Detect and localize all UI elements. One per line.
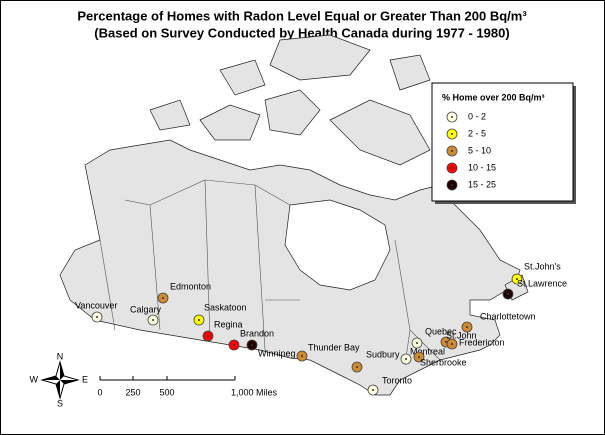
compass-w: W: [30, 374, 39, 384]
city-label: Sherbrooke: [420, 357, 467, 367]
legend-label: 15 - 25: [468, 179, 496, 189]
legend-label: 5 - 10: [468, 145, 491, 155]
marker-dot: [198, 319, 200, 321]
marker-dot: [418, 356, 420, 358]
city-label: Toronto: [382, 375, 412, 385]
marker-dot: [207, 335, 209, 337]
marker-dot: [162, 297, 164, 299]
marker-dot: [416, 342, 418, 344]
city-label: St.John's: [524, 261, 561, 271]
marker-dot: [451, 150, 453, 152]
city-label: St.Lawrence: [517, 278, 567, 288]
marker-dot: [405, 358, 407, 360]
marker-dot: [516, 278, 518, 280]
subtitle: (Based on Survey Conducted by Health Can…: [94, 25, 509, 40]
marker-dot: [451, 184, 453, 186]
marker-dot: [445, 341, 447, 343]
marker-dot: [466, 326, 468, 328]
city-label: Saskatoon: [204, 302, 247, 312]
city-label: Fredericton: [459, 337, 505, 347]
compass-e: E: [82, 374, 88, 384]
city-label: St.John: [446, 330, 477, 340]
city-label: Quebec: [425, 326, 457, 336]
city-label: Montreal: [410, 346, 445, 356]
scale-label: 0: [97, 387, 102, 397]
scale-label: 250: [125, 387, 140, 397]
city-label: Regina: [214, 319, 243, 329]
city-label: Charlottetown: [480, 311, 536, 321]
city-label: Vancouver: [75, 300, 117, 310]
marker-dot: [233, 344, 235, 346]
marker-dot: [152, 319, 154, 321]
legend: % Home over 200 Bq/m³: [431, 82, 576, 204]
marker-dot: [301, 355, 303, 357]
marker-dot: [451, 343, 453, 345]
compass-n: N: [57, 351, 64, 361]
city-label: Brandon: [240, 328, 274, 338]
compass-s: S: [57, 398, 63, 408]
legend-title: % Home over 200 Bq/m³: [442, 92, 545, 102]
marker-dot: [356, 366, 358, 368]
scale-label: 500: [159, 387, 174, 397]
marker-dot: [451, 133, 453, 135]
marker-dot: [96, 316, 98, 318]
marker-dot: [451, 167, 453, 169]
marker-dot: [451, 116, 453, 118]
scale-label: 1,000 Miles: [231, 387, 278, 397]
compass-fill: [42, 362, 78, 398]
city-label: Edmonton: [170, 281, 211, 291]
marker-dot: [251, 344, 253, 346]
city-label: Sudbury: [366, 349, 400, 359]
compass: N S E W: [30, 351, 89, 408]
legend-label: 2 - 5: [468, 128, 486, 138]
city-label: Winnipeg: [258, 348, 296, 358]
legend-label: 0 - 2: [468, 111, 486, 121]
land: [59, 34, 529, 396]
marker-dot: [372, 389, 374, 391]
city-label: Thunder Bay: [308, 342, 360, 352]
marker-dot: [507, 293, 509, 295]
legend-label: 10 - 15: [468, 162, 496, 172]
city-label: Calgary: [130, 304, 162, 314]
title: Percentage of Homes with Radon Level Equ…: [77, 8, 527, 23]
